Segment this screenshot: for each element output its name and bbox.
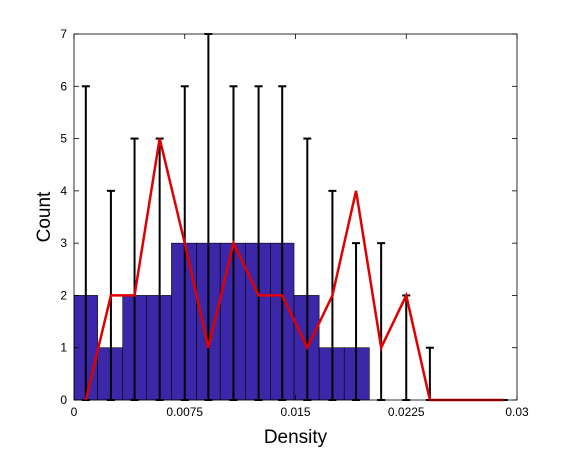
y-tick-label: 3: [60, 236, 67, 250]
y-tick-label: 1: [60, 341, 67, 355]
x-tick-label: 0.015: [280, 405, 310, 419]
y-tick-label: 7: [60, 27, 67, 41]
y-tick-label: 4: [60, 184, 67, 198]
y-axis-ticks: 0 1 2 3 4 5 6 7: [60, 27, 517, 407]
y-tick-label: 5: [60, 132, 67, 146]
y-tick-label: 2: [60, 288, 67, 302]
y-tick-label: 6: [60, 79, 67, 93]
x-axis-label: Density: [264, 427, 328, 448]
y-tick-label: 0: [60, 393, 67, 407]
y-axis-label: Count: [34, 191, 55, 242]
x-tick-label: 0: [71, 405, 78, 419]
x-tick-label: 0.03: [505, 405, 529, 419]
x-tick-label: 0.0225: [388, 405, 425, 419]
x-axis-ticks: 0 0.0075 0.015 0.0225 0.03: [71, 34, 529, 419]
x-tick-label: 0.0075: [166, 405, 203, 419]
